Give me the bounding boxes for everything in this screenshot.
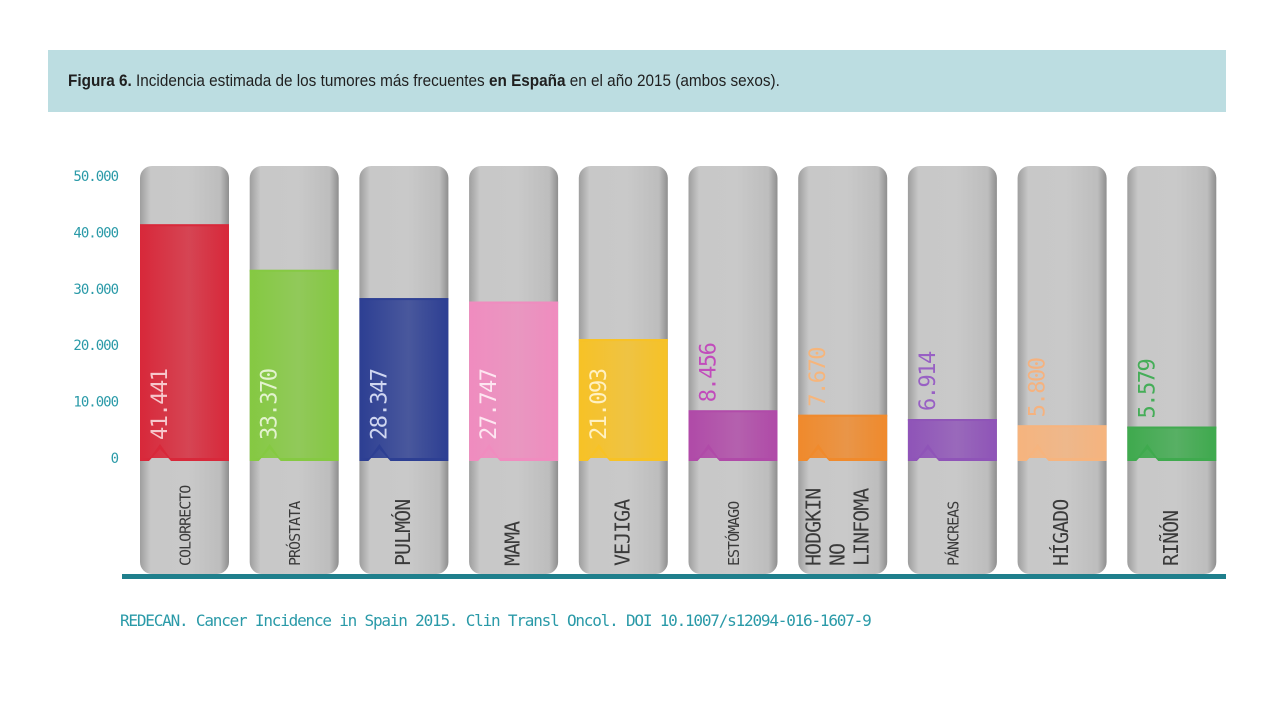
bar-notch	[359, 444, 449, 461]
bar-group-5: 8.456 ESTÓMAGO	[688, 166, 778, 574]
y-tick-label: 50.000	[73, 169, 118, 185]
bar-top-edge	[140, 224, 229, 227]
category-label: MAMA	[501, 521, 525, 566]
y-tick-label: 0	[111, 451, 119, 467]
bar-tube	[1127, 166, 1217, 574]
bar-notch	[688, 444, 778, 461]
figure-title-emphasis: en España	[488, 71, 566, 90]
category-label: PULMÓN	[391, 500, 415, 566]
value-label: 21.093	[587, 369, 612, 440]
value-label: 7.670	[806, 348, 831, 407]
value-label: 5.800	[1026, 358, 1051, 417]
bar-notch	[469, 444, 559, 461]
value-label: 8.456	[697, 343, 722, 402]
bar	[798, 414, 888, 458]
category-label: PRÓSTATA	[285, 501, 304, 566]
bar-notch	[798, 444, 888, 461]
bar-group-4: 21.093 VEJIGA	[578, 166, 668, 574]
bar-tube	[798, 166, 888, 574]
value-label: 6.914	[916, 351, 941, 411]
bar-top-edge	[907, 419, 997, 422]
bar-group-2: 28.347 PULMÓN	[359, 166, 449, 574]
value-label: 41.441	[148, 369, 173, 440]
bar-tube	[907, 166, 997, 574]
value-label: 28.347	[367, 369, 392, 440]
bar-notch	[1127, 444, 1217, 461]
chart-baseline	[122, 574, 1226, 579]
bar-group-3: 27.747 MAMA	[469, 166, 559, 574]
bar	[249, 269, 339, 458]
bar	[1127, 426, 1217, 458]
value-label: 5.579	[1135, 360, 1160, 419]
bar-top-edge	[359, 298, 449, 301]
value-label: 27.747	[477, 369, 502, 440]
bar-top-edge	[688, 410, 778, 413]
figure-title-suffix: en el año 2015 (ambos sexos).	[565, 71, 780, 90]
category-label: PÁNCREAS	[943, 501, 962, 566]
bar	[578, 339, 668, 458]
category-label: VEJIGA	[610, 499, 634, 566]
bar-top-edge	[249, 269, 339, 272]
y-tick-label: 20.000	[73, 338, 118, 354]
bar-top-edge	[469, 301, 559, 304]
bar-notch	[578, 444, 668, 461]
bar-group-9: 5.579 RIÑÓN	[1127, 166, 1217, 574]
category-label: RIÑÓN	[1159, 511, 1183, 566]
bar-notch	[140, 444, 229, 461]
bar-top-edge	[578, 339, 668, 342]
bar-tube	[1017, 166, 1107, 574]
bar-top-edge	[1017, 425, 1107, 428]
category-label: LINFOMA	[850, 488, 874, 566]
figure-title-text: Incidencia estimada de los tumores más f…	[131, 71, 489, 90]
bar	[359, 298, 449, 458]
figure-title: Figura 6. Incidencia estimada de los tum…	[68, 71, 780, 91]
bar-notch	[249, 444, 339, 461]
bar	[140, 224, 229, 458]
bar-notch	[907, 444, 997, 461]
bar	[907, 419, 997, 458]
bar-group-0: 41.441 COLORRECTO	[140, 166, 229, 574]
bar-group-1: 33.370 PRÓSTATA	[249, 166, 339, 574]
bar-group-7: 6.914 PÁNCREAS	[907, 166, 997, 574]
bar	[469, 301, 559, 458]
category-label: ESTÓMAGO	[724, 501, 743, 566]
category-label: COLORRECTO	[177, 485, 195, 566]
bar-notch	[1017, 444, 1107, 461]
y-tick-label: 40.000	[73, 225, 118, 241]
bar-tube	[688, 166, 778, 574]
y-tick-label: 10.000	[73, 395, 118, 411]
value-label: 33.370	[258, 369, 283, 440]
bar	[688, 410, 778, 458]
category-label: HODGKIN	[802, 489, 826, 566]
y-tick-label: 30.000	[73, 282, 118, 298]
category-label: HÍGADO	[1049, 500, 1073, 566]
figure-title-prefix: Figura 6.	[68, 71, 132, 90]
category-label: NO	[826, 544, 850, 566]
bar	[1017, 425, 1107, 458]
title-band: Figura 6. Incidencia estimada de los tum…	[48, 50, 1226, 112]
source-citation: REDECAN. Cancer Incidence in Spain 2015.…	[120, 611, 872, 630]
bar-top-edge	[1127, 426, 1217, 429]
bar-group-8: 5.800 HÍGADO	[1017, 166, 1107, 574]
bar-top-edge	[798, 414, 888, 417]
